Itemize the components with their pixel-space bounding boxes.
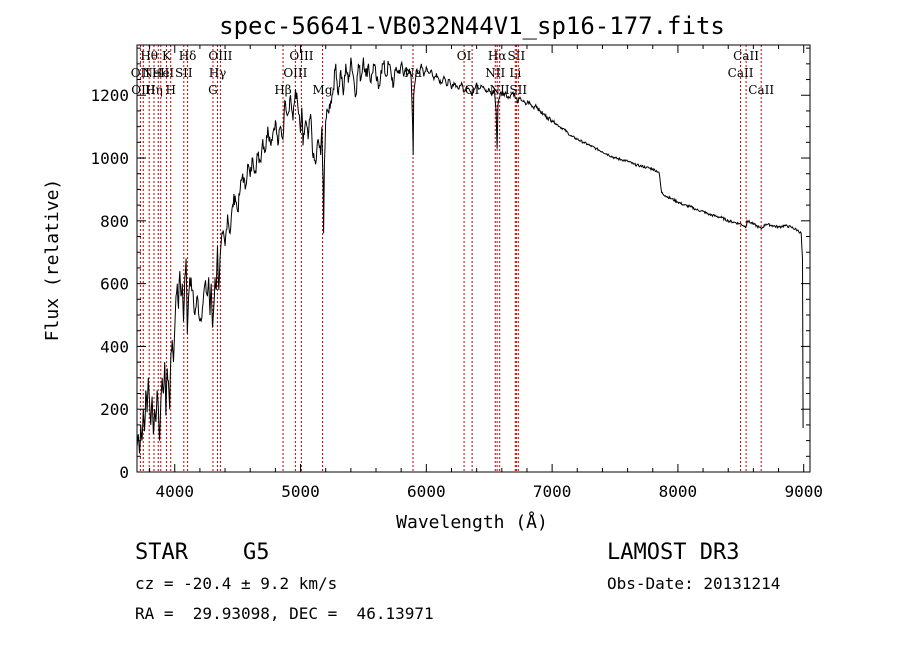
line-label-25: SII xyxy=(509,83,527,97)
survey-name: LAMOST DR3 xyxy=(607,540,740,565)
chart-title: spec-56641-VB032N44V1_sp16-177.fits xyxy=(219,12,725,40)
line-label-20: NII xyxy=(485,66,505,80)
line-label-3: Hη xyxy=(145,83,163,97)
x-tick-label-0: 4000 xyxy=(155,482,194,501)
object-subclass: G5 xyxy=(243,540,270,565)
line-label-23: Li xyxy=(509,66,521,80)
y-tick-label-2: 400 xyxy=(100,337,129,356)
y-tick-label-5: 1000 xyxy=(90,149,129,168)
line-label-10: G xyxy=(208,83,218,97)
x-tick-label-2: 6000 xyxy=(407,482,446,501)
flux-line xyxy=(136,57,804,454)
line-label-28: CaII xyxy=(748,83,774,97)
x-axis-label: Wavelength (Å) xyxy=(396,511,548,533)
line-label-9: Hδ xyxy=(179,49,197,63)
line-label-8: SII xyxy=(175,66,193,80)
line-label-16: Mg xyxy=(313,83,333,97)
x-tick-label-1: 5000 xyxy=(281,482,320,501)
line-label-11: Hγ xyxy=(209,66,227,80)
y-axis-label: Flux (relative) xyxy=(42,179,63,342)
x-tick-label-3: 7000 xyxy=(533,482,572,501)
redshift-cz: cz = -20.4 ± 9.2 km/s xyxy=(135,574,338,593)
x-tick-label-4: 8000 xyxy=(659,482,698,501)
y-tick-label-6: 1200 xyxy=(90,86,129,105)
line-label-13: Hβ xyxy=(274,83,291,97)
line-label-12: OIII xyxy=(208,49,232,63)
plot-frame xyxy=(136,44,811,473)
object-class: STAR xyxy=(135,540,188,565)
line-label-26: CaII xyxy=(728,66,754,80)
line-label-27: CaII xyxy=(733,49,759,63)
y-tick-label-3: 600 xyxy=(100,275,129,294)
line-label-5: He xyxy=(152,66,170,80)
flux-series xyxy=(136,57,804,454)
line-label-7: H xyxy=(165,83,175,97)
y-tick-label-4: 800 xyxy=(100,212,129,231)
line-label-14: OIII xyxy=(283,66,307,80)
coordinates: RA = 29.93098, DEC = 46.13971 xyxy=(135,604,434,623)
line-label-0: OII xyxy=(131,66,151,80)
line-label-18: OI xyxy=(457,49,472,63)
axis-ticks: 4000 5000 6000 7000 8000 9000 0 200 400 600 800 100… xyxy=(90,45,823,501)
spectral-line-markers: OIIOIIIHθHηNeIIIHeKHSIIHδGHγOIIIHβOIIIOI… xyxy=(131,45,774,472)
line-label-24: SII xyxy=(508,49,526,63)
line-label-2: Hθ xyxy=(140,49,158,63)
observation-date: Obs-Date: 20131214 xyxy=(607,574,781,593)
line-label-6: K xyxy=(162,49,172,63)
y-tick-label-0: 0 xyxy=(119,463,129,482)
x-tick-label-5: 9000 xyxy=(784,482,823,501)
line-label-21: Hα xyxy=(488,49,507,63)
line-label-15: OIII xyxy=(289,49,313,63)
y-tick-label-1: 200 xyxy=(100,400,129,419)
